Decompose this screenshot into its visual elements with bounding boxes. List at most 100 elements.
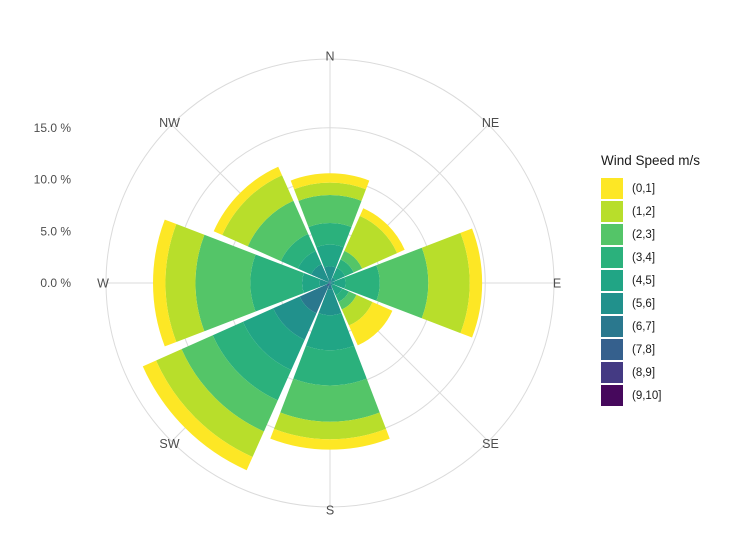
petal-NE-(3,4] bbox=[336, 259, 354, 277]
petal-N-(2,3] bbox=[298, 195, 362, 227]
legend-swatch-(8,9] bbox=[601, 362, 623, 383]
direction-label-S: S bbox=[326, 504, 334, 518]
legend-swatch-(0,1] bbox=[601, 178, 623, 199]
petal-E-(6,7] bbox=[330, 282, 332, 284]
legend-label-(1,2]: (1,2] bbox=[632, 205, 656, 218]
petal-E-(5,6] bbox=[330, 281, 335, 285]
petal-SE-(3,4] bbox=[335, 288, 349, 302]
legend-label-(6,7]: (6,7] bbox=[632, 320, 656, 333]
legend-row-(0,1]: (0,1] bbox=[601, 177, 700, 200]
legend-label-(2,3]: (2,3] bbox=[632, 228, 656, 241]
petal-N-(6,7] bbox=[328, 279, 332, 283]
petal-E-(4,5] bbox=[333, 277, 346, 289]
petal-NE-(1,2] bbox=[344, 215, 398, 269]
petal-E-(3,4] bbox=[344, 265, 380, 301]
petal-W-(1,2] bbox=[165, 224, 205, 342]
petal-SW-(2,3] bbox=[181, 335, 278, 432]
r-axis-label-0pct: 0.0 % bbox=[40, 276, 71, 290]
legend-swatch-(4,5] bbox=[601, 270, 623, 291]
petal-SE-(5,6] bbox=[330, 283, 333, 286]
petal-E-(0,1] bbox=[460, 228, 483, 338]
legend-row-(3,4]: (3,4] bbox=[601, 246, 700, 269]
r-axis-label-15pct: 15.0 % bbox=[34, 121, 72, 135]
petal-SW-(7,8] bbox=[326, 283, 330, 287]
petal-NE-(6,7] bbox=[330, 281, 332, 283]
direction-label-SE: SE bbox=[482, 437, 499, 451]
petal-SE-(2,3] bbox=[338, 291, 357, 310]
petal-SW-(3,4] bbox=[212, 321, 292, 401]
legend-row-(7,8]: (7,8] bbox=[601, 338, 700, 361]
petal-NE-(0,1] bbox=[359, 208, 405, 254]
direction-label-N: N bbox=[325, 50, 334, 64]
petal-S-(0,1] bbox=[270, 428, 390, 450]
petal-S-(1,2] bbox=[273, 412, 387, 440]
petal-W-(4,5] bbox=[302, 272, 321, 294]
petal-SW-(1,2] bbox=[156, 349, 264, 457]
legend-swatch-(7,8] bbox=[601, 339, 623, 360]
petal-NW-(0,1] bbox=[213, 166, 283, 236]
petal-SE-(1,2] bbox=[341, 294, 373, 326]
petal-SW-(5,6] bbox=[273, 296, 317, 340]
legend-swatch-(6,7] bbox=[601, 316, 623, 337]
petal-SW-(6,7] bbox=[299, 284, 329, 314]
petal-NW-(4,5] bbox=[297, 250, 322, 275]
petal-SE-(0,1] bbox=[348, 301, 393, 346]
petal-NW-(2,3] bbox=[247, 200, 309, 262]
petal-NW-(3,4] bbox=[280, 233, 316, 269]
petal-S-(2,3] bbox=[280, 378, 380, 422]
petal-S-(5,6] bbox=[318, 288, 342, 316]
petal-NE-(4,5] bbox=[332, 267, 346, 281]
petal-NW-(6,7] bbox=[328, 281, 330, 283]
legend-row-(6,7]: (6,7] bbox=[601, 315, 700, 338]
legend-swatch-(2,3] bbox=[601, 224, 623, 245]
petal-W-(2,3] bbox=[195, 234, 256, 332]
petal-S-(3,4] bbox=[293, 345, 367, 386]
petal-E-(2,3] bbox=[376, 247, 429, 319]
legend-label-(0,1]: (0,1] bbox=[632, 182, 656, 195]
petal-E-(1,2] bbox=[421, 232, 470, 334]
petal-N-(5,6] bbox=[324, 266, 336, 281]
petal-N-(4,5] bbox=[316, 244, 344, 268]
legend-label-(3,4]: (3,4] bbox=[632, 251, 656, 264]
petal-W-(6,7] bbox=[327, 282, 330, 284]
petal-SW-(0,1] bbox=[142, 360, 253, 471]
petal-NE-(5,6] bbox=[330, 277, 336, 283]
direction-label-W: W bbox=[97, 277, 109, 291]
petal-N-(1,2] bbox=[294, 182, 366, 201]
petal-NW-(5,6] bbox=[311, 264, 330, 283]
r-axis-label-10pct: 10.0 % bbox=[34, 173, 72, 187]
petal-NE-(2,3] bbox=[340, 250, 363, 273]
legend-title: Wind Speed m/s bbox=[601, 153, 701, 168]
petal-SE-(4,5] bbox=[331, 284, 343, 296]
legend-row-(2,3]: (2,3] bbox=[601, 223, 700, 246]
petal-SW-(4,5] bbox=[243, 308, 305, 370]
petal-N-(0,1] bbox=[290, 173, 370, 190]
petal-W-(0,1] bbox=[153, 219, 177, 347]
legend-row-(9,10]: (9,10] bbox=[601, 384, 700, 407]
legend-items: (0,1] (1,2] (2,3] (3,4] (4,5] (5,6] (6,7] (7,8]… bbox=[601, 177, 700, 407]
petal-NW-(1,2] bbox=[222, 175, 294, 247]
legend-swatch-(1,2] bbox=[601, 201, 623, 222]
legend-label-(5,6]: (5,6] bbox=[632, 297, 656, 310]
legend-swatch-(5,6] bbox=[601, 293, 623, 314]
legend-row-(4,5]: (4,5] bbox=[601, 269, 700, 292]
petal-S-(4,5] bbox=[305, 312, 355, 351]
petal-N-(3,4] bbox=[308, 222, 352, 248]
legend-label-(9,10]: (9,10] bbox=[632, 389, 662, 402]
petal-S-(6,7] bbox=[327, 284, 333, 290]
legend-label-(4,5]: (4,5] bbox=[632, 274, 656, 287]
legend-row-(1,2]: (1,2] bbox=[601, 200, 700, 223]
legend: Wind Speed m/s (0,1] (1,2] (2,3] (3,4] (4,5]… bbox=[601, 153, 700, 407]
petal-W-(3,4] bbox=[250, 254, 304, 312]
legend-row-(8,9]: (8,9] bbox=[601, 361, 700, 384]
legend-swatch-(3,4] bbox=[601, 247, 623, 268]
legend-label-(7,8]: (7,8] bbox=[632, 343, 656, 356]
direction-label-NW: NW bbox=[159, 116, 180, 130]
legend-swatch-(9,10] bbox=[601, 385, 623, 406]
petal-S-(7,8] bbox=[329, 283, 331, 286]
direction-label-SW: SW bbox=[159, 437, 179, 451]
direction-label-E: E bbox=[553, 277, 561, 291]
r-axis-label-5pct: 5.0 % bbox=[40, 224, 71, 238]
